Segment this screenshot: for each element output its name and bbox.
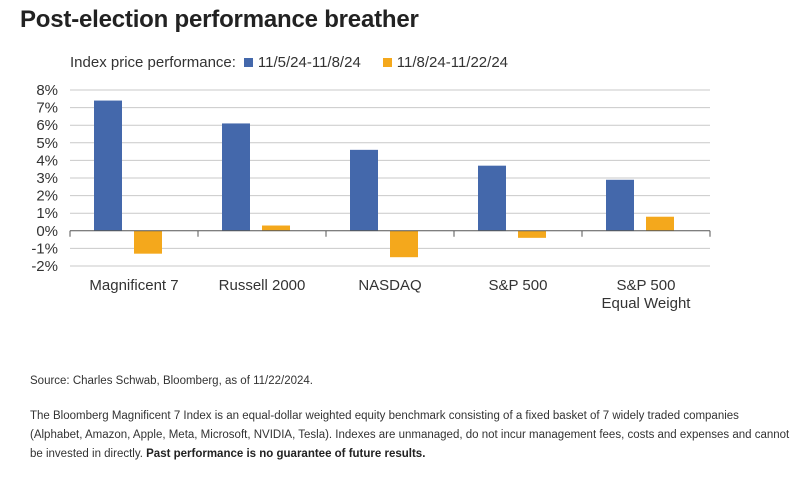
footnote-text: The Bloomberg Magnificent 7 Index is an … (30, 410, 790, 460)
bar-series-2 (646, 216, 674, 231)
bar-series-1 (94, 100, 122, 231)
bar-series-1 (222, 123, 250, 231)
x-category-label: S&P 500 (489, 277, 548, 294)
bar-series-2 (390, 230, 418, 258)
source-note: Source: Charles Schwab, Bloomberg, as of… (30, 375, 313, 387)
legend-swatch-series-1 (243, 58, 253, 67)
y-tick-label: 2% (36, 188, 58, 205)
legend-prefix: Index price performance: (70, 54, 236, 71)
y-tick-label: 5% (36, 135, 58, 152)
y-tick-label: -2% (31, 258, 58, 275)
chart-legend: Index price performance: 11/5/24-11/8/24… (70, 54, 508, 71)
chart-title: Post-election performance breather (20, 6, 419, 33)
bar-series-1 (606, 179, 634, 231)
y-tick-label: 7% (36, 100, 58, 117)
bar-series-2 (134, 230, 162, 254)
x-category-label: Russell 2000 (219, 277, 306, 294)
legend-label-series-2: 11/8/24-11/22/24 (396, 54, 509, 71)
y-tick-label: 0% (36, 223, 58, 240)
y-tick-label: 8% (36, 82, 58, 99)
x-category-label: NASDAQ (358, 277, 421, 294)
y-tick-label: 6% (36, 117, 58, 134)
x-category-label: S&P 500 Equal Weight (602, 277, 692, 312)
bar-series-1 (350, 149, 378, 231)
legend-swatch-series-2 (382, 58, 392, 67)
footnote-disclaimer: Past performance is no guarantee of futu… (146, 448, 426, 460)
y-tick-label: 1% (36, 205, 58, 222)
bar-chart: 8%7%6%5%4%3%2%1%0%-1%-2% Magnificent 7 Rus… (31, 82, 711, 312)
legend-label-series-1: 11/5/24-11/8/24 (257, 54, 361, 71)
bar-series-1 (478, 165, 506, 231)
y-tick-label: -1% (31, 240, 58, 257)
footnote: The Bloomberg Magnificent 7 Index is an … (30, 407, 790, 464)
y-tick-label: 4% (36, 152, 58, 169)
x-category-label: Magnificent 7 (89, 277, 178, 294)
bar-series-2 (518, 230, 546, 238)
bar-series-2 (262, 225, 290, 231)
y-tick-label: 3% (36, 170, 58, 187)
